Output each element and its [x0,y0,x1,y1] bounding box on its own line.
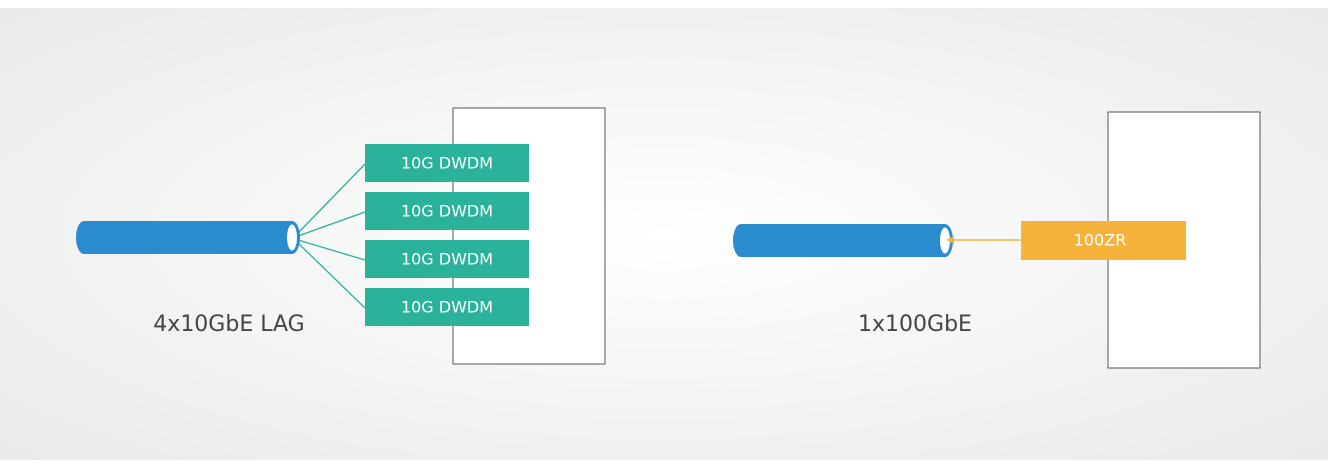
cable [733,224,953,257]
page: 10G DWDM 10G DWDM 10G DWDM 10G DWDM 4x10GbE… [0,0,1328,460]
module-label: 10G DWDM [401,154,493,173]
module-label: 10G DWDM [401,202,493,221]
link-label: 4x10GbE LAG [153,312,304,337]
module-label: 10G DWDM [401,250,493,269]
module-label: 10G DWDM [401,298,493,317]
link-label: 1x100GbE [858,312,972,337]
module-label: 100ZR [1074,231,1127,250]
cable [76,221,300,254]
diagram: 10G DWDM 10G DWDM 10G DWDM 10G DWDM 4x10GbE… [0,0,1328,460]
